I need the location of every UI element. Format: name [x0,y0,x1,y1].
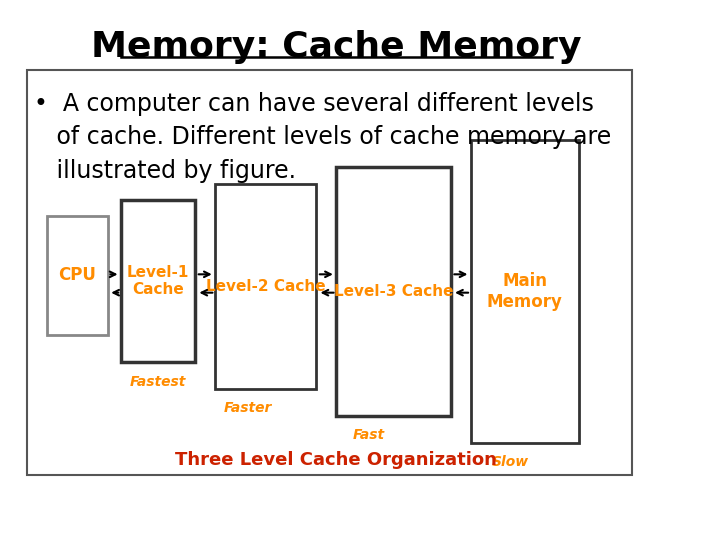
Text: Fastest: Fastest [130,375,186,389]
Bar [336,167,451,416]
Text: Three Level Cache Organization: Three Level Cache Organization [176,451,498,469]
Bar [27,70,632,475]
Bar [47,216,108,335]
Text: Memory: Cache Memory: Memory: Cache Memory [91,30,582,64]
Text: Slow: Slow [492,455,528,469]
Text: •  A computer can have several different levels
   of cache. Different levels of: • A computer can have several different … [34,92,611,183]
Bar [471,140,579,443]
Text: Faster: Faster [223,401,271,415]
Text: Level-3 Cache: Level-3 Cache [334,284,454,299]
Text: Main
Memory: Main Memory [487,272,563,311]
Text: Fast: Fast [353,428,384,442]
Text: Level-1
Cache: Level-1 Cache [127,265,189,297]
Bar [215,184,316,389]
Bar [121,200,195,362]
Text: Level-2 Cache: Level-2 Cache [206,279,325,294]
Text: CPU: CPU [58,266,96,285]
